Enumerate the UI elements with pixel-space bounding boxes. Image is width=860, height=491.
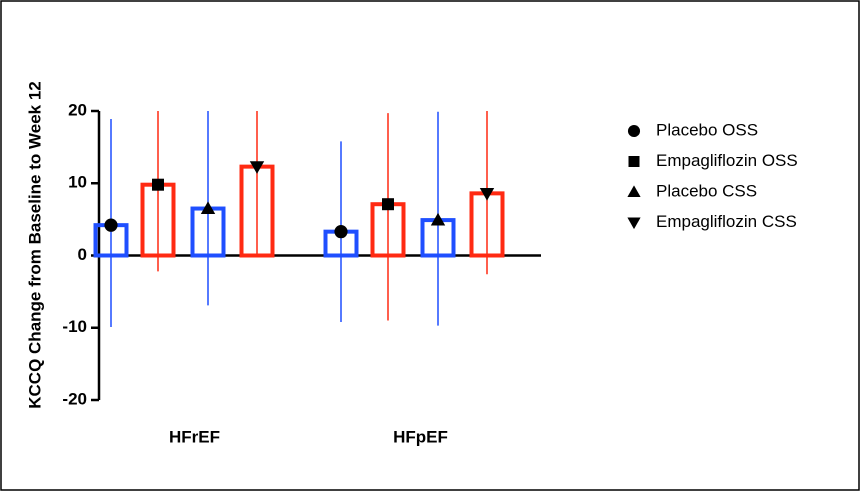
y-tick-label: -20: [62, 389, 87, 408]
marker: [334, 225, 348, 239]
legend-label: Empagliflozin CSS: [656, 212, 797, 231]
marker: [104, 218, 118, 232]
legend-label: Placebo CSS: [656, 181, 757, 200]
marker: [152, 178, 164, 191]
marker: [200, 201, 216, 214]
marker: [627, 185, 641, 197]
x-tick-label: HFpEF: [393, 427, 448, 446]
marker: [249, 161, 265, 174]
marker: [382, 198, 394, 211]
marker: [627, 217, 641, 230]
y-axis-label: KCCQ Change from Baseline to Week 12: [25, 81, 44, 409]
y-tick-label: 20: [68, 100, 87, 119]
y-tick-label: -10: [62, 317, 87, 336]
y-tick-label: 0: [78, 245, 87, 264]
legend-label: Placebo OSS: [656, 120, 758, 139]
legend-label: Empagliflozin OSS: [656, 151, 798, 170]
y-tick-label: 10: [68, 173, 87, 192]
marker: [479, 187, 495, 201]
marker: [628, 156, 640, 167]
marker: [430, 212, 446, 226]
marker: [627, 124, 641, 138]
x-tick-label: HFrEF: [169, 427, 220, 446]
